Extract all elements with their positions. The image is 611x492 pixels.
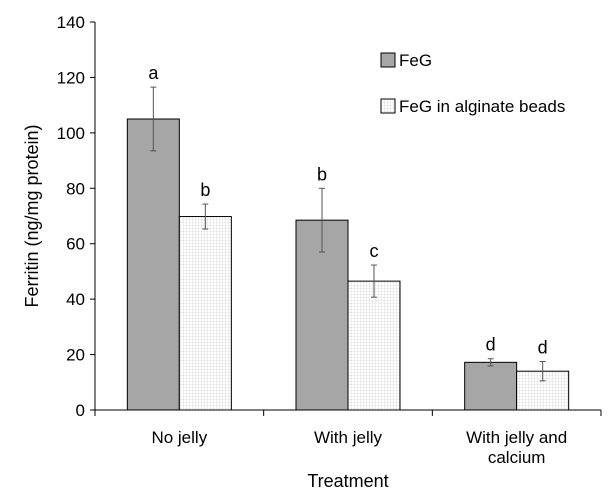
y-tick-label: 140 bbox=[57, 13, 85, 32]
bar-feg-alginate bbox=[347, 280, 401, 411]
y-tick-label: 20 bbox=[66, 346, 85, 365]
y-tick-label: 120 bbox=[57, 68, 85, 87]
legend-swatch-feg bbox=[380, 52, 396, 68]
x-axis-title: Treatment bbox=[307, 471, 388, 491]
significance-label: a bbox=[148, 63, 159, 83]
significance-label: d bbox=[486, 335, 496, 355]
y-tick-label: 60 bbox=[66, 235, 85, 254]
x-category-label: With jelly bbox=[314, 428, 383, 447]
x-category-label: calcium bbox=[488, 448, 546, 467]
bar-feg-alginate bbox=[178, 216, 232, 411]
legend-swatch-feg-alginate bbox=[380, 98, 396, 114]
y-tick-label: 40 bbox=[66, 290, 85, 309]
x-category-label: No jelly bbox=[151, 428, 207, 447]
bar-feg bbox=[126, 118, 180, 411]
y-tick-label: 100 bbox=[57, 124, 85, 143]
significance-label: b bbox=[200, 180, 210, 200]
significance-label: b bbox=[317, 164, 327, 184]
y-tick-label: 0 bbox=[76, 401, 85, 420]
y-tick-label: 80 bbox=[66, 179, 85, 198]
significance-label: d bbox=[538, 338, 548, 358]
x-category-label: With jelly and bbox=[466, 428, 567, 447]
bar-feg bbox=[464, 361, 518, 411]
legend-label-feg: FeG bbox=[399, 51, 432, 70]
legend-label-feg-alginate: FeG in alginate beads bbox=[399, 97, 565, 116]
significance-label: c bbox=[370, 241, 379, 261]
y-axis-title: Ferritin (ng/mg protein) bbox=[22, 124, 42, 307]
